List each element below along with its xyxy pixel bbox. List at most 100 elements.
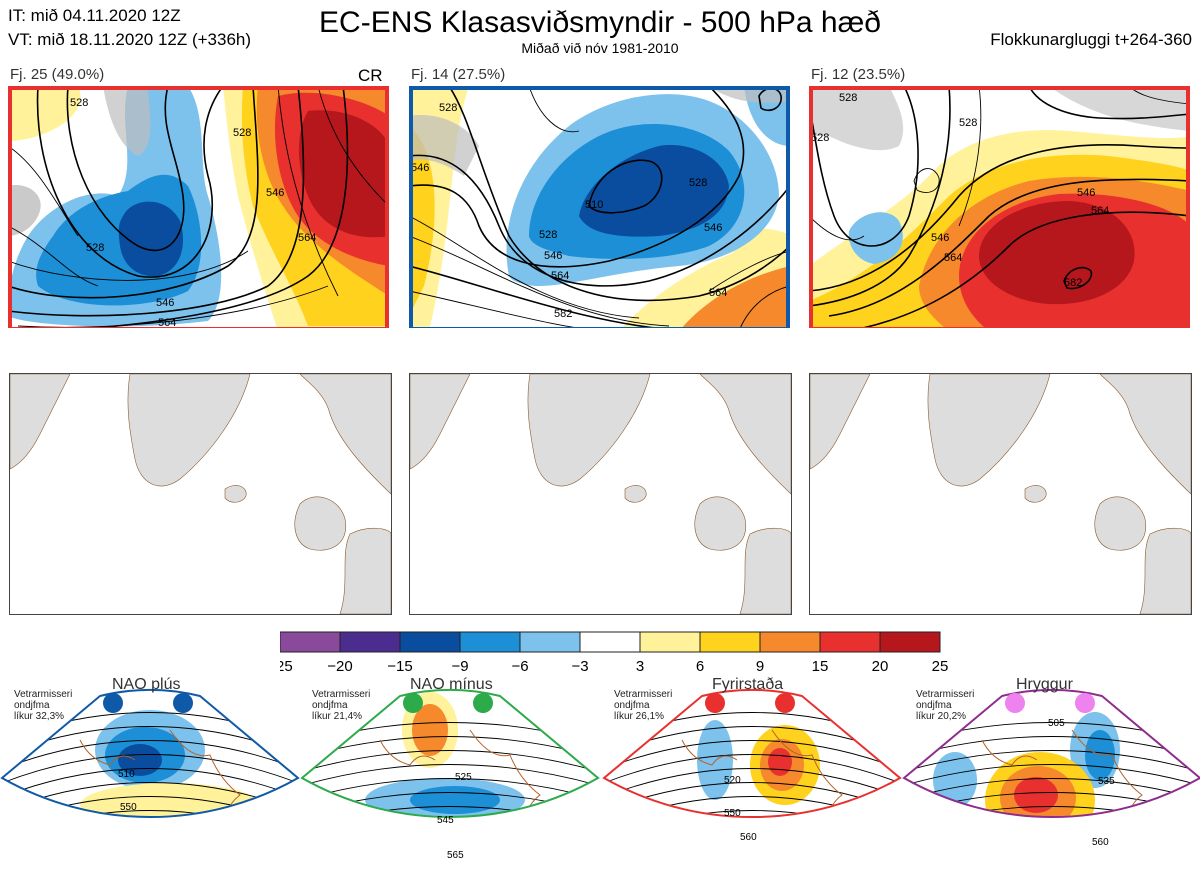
coastline — [379, 739, 436, 766]
height-contour — [582, 825, 922, 863]
regime-dot — [473, 693, 493, 713]
height-contour — [302, 806, 598, 818]
cluster-1-contour-label: 528 — [86, 242, 104, 254]
secondary-map-1 — [9, 373, 392, 615]
height-contour — [2, 754, 298, 793]
header-dates: IT: mið 04.11.2020 12Z VT: mið 18.11.202… — [8, 4, 251, 52]
colorbar-swatch — [759, 631, 821, 653]
regime-contour-label: 565 — [447, 850, 464, 861]
cluster-2-map: 528 546 510 528 546 528 546 564 582 564 — [409, 86, 790, 328]
cluster-2-contour-label: 528 — [439, 102, 457, 114]
colorbar-tick-label: −9 — [451, 658, 468, 675]
secondary-map-2 — [409, 373, 792, 615]
anomaly-blob — [118, 744, 162, 776]
height-contour — [302, 764, 598, 793]
regime-1-title: NAO plús — [112, 676, 181, 693]
regime-2-note-line: líkur 21,4% — [312, 711, 363, 722]
cluster-3-border — [809, 86, 1190, 328]
cluster-3-contour-label: 528 — [839, 92, 857, 104]
cluster-3-label: Fj. 12 (23.5%) — [811, 66, 906, 83]
height-contour — [604, 754, 900, 793]
colorbar-swatch — [699, 631, 761, 653]
colorbar-tick-label: 15 — [812, 658, 829, 675]
regime-2-note-line: Vetrarmisseri — [312, 689, 371, 700]
cluster-2-contour-label: 564 — [551, 270, 569, 282]
anomaly-blob — [412, 704, 448, 756]
cluster-3-contour-label: 546 — [931, 232, 949, 244]
colorbar-swatch — [879, 631, 941, 653]
height-contour — [302, 750, 598, 779]
colorbar-swatch — [399, 631, 461, 653]
regime-contour-label: 550 — [120, 802, 137, 813]
cluster-1-contour-label: 564 — [298, 232, 316, 244]
coastline — [981, 739, 1038, 766]
regime-fan-border — [902, 689, 1200, 819]
cluster-1-contour-label: 528 — [70, 97, 88, 109]
cluster-1-contour-label: 546 — [156, 297, 174, 309]
cluster-2-contour-label: 528 — [689, 177, 707, 189]
regime-1-note-line: líkur 32,3% — [14, 711, 65, 722]
cluster-3-contour-label: 528 — [811, 132, 829, 144]
regime-dot — [775, 693, 795, 713]
regime-4-note: Vetrarmisseri ondjfma líkur 20,2% — [916, 689, 974, 722]
colorbar-swatch — [819, 631, 881, 653]
cluster-2-contour-label: 528 — [539, 229, 557, 241]
colorbar-tick-label: 25 — [932, 658, 949, 675]
cluster-3-contour-label: 564 — [1091, 205, 1109, 217]
height-contour — [604, 810, 900, 818]
regime-1-note-line: Vetrarmisseri — [14, 689, 73, 700]
regime-3-note-line: ondjfma — [614, 700, 650, 711]
regime-fan-border — [0, 689, 300, 819]
coastline — [681, 739, 738, 766]
colorbar-tick-label: 9 — [756, 658, 764, 675]
regime-contour-label: 520 — [724, 775, 741, 786]
regime-contour-label: 560 — [740, 832, 757, 843]
anomaly-blob — [410, 786, 500, 814]
regime-3-note: Vetrarmisseri ondjfma líkur 26,1% — [614, 689, 672, 722]
regime-contour-label: 560 — [1092, 837, 1109, 848]
colorbar-tick-label: 6 — [696, 658, 704, 675]
height-contour — [904, 764, 1200, 793]
regime-2-note: Vetrarmisseri ondjfma líkur 21,4% — [312, 689, 370, 722]
anomaly-blob — [768, 748, 792, 776]
height-contour — [604, 768, 900, 807]
regime-4-note-line: líkur 20,2% — [916, 711, 967, 722]
cluster-1-tag: CR — [358, 66, 383, 85]
regime-dot — [1075, 693, 1095, 713]
height-contour — [904, 750, 1200, 779]
colorbar-swatch — [579, 631, 641, 653]
height-contour — [904, 806, 1200, 818]
cluster-2-contour-label: 582 — [554, 308, 572, 320]
cluster-1-contour-label: 546 — [266, 187, 284, 199]
colorbar-swatch — [639, 631, 701, 653]
height-contour — [0, 825, 320, 863]
colorbar-swatch — [519, 631, 581, 653]
colorbar-swatch — [339, 631, 401, 653]
cluster-2-contour-label: 510 — [585, 199, 603, 211]
regime-1-note: Vetrarmisseri ondjfma líkur 32,3% — [14, 689, 72, 722]
regime-contour-label: 545 — [437, 815, 454, 826]
secondary-map-3 — [809, 373, 1192, 615]
cluster-2-label: Fj. 14 (27.5%) — [411, 66, 506, 83]
regime-dot — [103, 693, 123, 713]
anomaly-blob — [933, 752, 977, 808]
cluster-2-contour-label: 546 — [704, 222, 722, 234]
height-contour — [604, 740, 900, 779]
cluster-3-contour-label: 582 — [1064, 277, 1082, 289]
height-contour — [882, 821, 1200, 849]
anomaly-blob — [1014, 777, 1058, 813]
regime-dot — [173, 693, 193, 713]
height-contour — [2, 810, 298, 818]
regime-contour-label: 535 — [1098, 776, 1115, 787]
colorbar-tick-label: 20 — [872, 658, 889, 675]
cluster-3-contour-label: 546 — [1077, 187, 1095, 199]
cluster-1-map: 528 528 546 564 528 546 564 — [8, 86, 389, 328]
cluster-1-contour-label: 564 — [158, 317, 176, 328]
regime-4-title: Hryggur — [1016, 676, 1073, 693]
regime-4-note-line: Vetrarmisseri — [916, 689, 975, 700]
regime-fan-border — [300, 689, 600, 819]
regime-3-note-line: líkur 26,1% — [614, 711, 665, 722]
valid-time: VT: mið 18.11.2020 12Z (+336h) — [8, 30, 252, 49]
regime-3-title: Fyrirstaða — [712, 676, 784, 693]
